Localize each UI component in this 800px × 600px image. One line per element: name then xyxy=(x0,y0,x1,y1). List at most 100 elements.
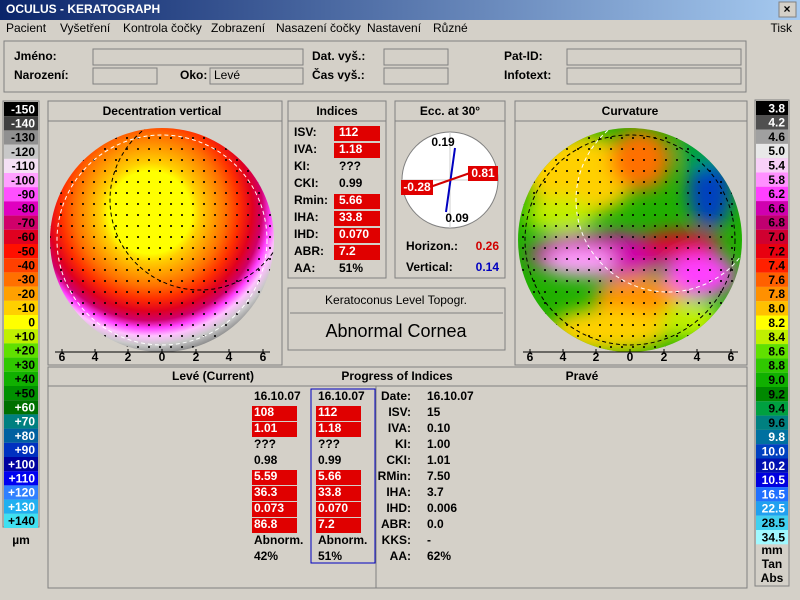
scale-label: 5.0 xyxy=(768,144,785,158)
index-flag xyxy=(252,502,297,517)
panel-title: Curvature xyxy=(602,104,659,118)
axis-label: 0 xyxy=(159,350,166,364)
scale-label: 7.6 xyxy=(768,273,785,287)
decentration-panel: Decentration vertical 6 4 2 0 2 4 6 xyxy=(47,100,283,366)
axis-label: 4 xyxy=(694,350,701,364)
scale-swatch xyxy=(4,258,38,273)
field[interactable] xyxy=(566,67,742,85)
scale-label: 8.8 xyxy=(768,359,785,373)
scale-label: -150 xyxy=(11,102,35,116)
scale-swatch xyxy=(4,201,38,216)
scale-swatch xyxy=(4,428,38,443)
field[interactable] xyxy=(383,67,449,85)
field[interactable] xyxy=(92,67,158,85)
scale-label: 6.8 xyxy=(768,216,785,230)
field[interactable] xyxy=(566,48,742,66)
scale-swatch xyxy=(4,215,38,230)
menu-item[interactable]: Tisk xyxy=(770,21,793,35)
scale-unit: µm xyxy=(12,533,30,547)
menu-item[interactable]: Různé xyxy=(433,21,468,35)
index-flag xyxy=(252,518,297,533)
menu-bar: Pacient Vyšetření Kontrola čočky Zobrazení N… xyxy=(6,21,468,35)
progress-value: 5.66 xyxy=(318,469,342,483)
current-frame xyxy=(310,388,376,564)
progress-label: ABR: xyxy=(381,517,411,531)
index-label: CKI: xyxy=(294,176,319,190)
index-flag xyxy=(252,486,297,501)
label: Dat. vyš.: xyxy=(312,49,365,63)
menu-item[interactable]: Zobrazení xyxy=(211,21,266,35)
scale-swatch xyxy=(756,530,788,545)
scale-label: +10 xyxy=(15,329,36,343)
scale-swatch xyxy=(4,499,38,514)
index-value: 33.8 xyxy=(339,210,363,224)
field[interactable] xyxy=(209,67,304,85)
scale-label: 5.4 xyxy=(768,159,785,173)
scale-swatch xyxy=(756,244,788,259)
index-label: ABR: xyxy=(294,244,324,258)
scale-label: 5.8 xyxy=(768,173,785,187)
scale-label: 10.2 xyxy=(762,459,786,473)
scale-swatch xyxy=(4,244,38,259)
progress-panel: Levé (Current) Progress of Indices Pravé… xyxy=(47,366,748,589)
index-flag xyxy=(252,470,297,485)
scale-swatch xyxy=(756,101,788,116)
index-label: AA: xyxy=(294,261,315,275)
scale-unit: Abs xyxy=(761,571,784,585)
scale-label: 9.6 xyxy=(768,416,785,430)
window-title: OCULUS - KERATOGRAPH xyxy=(6,2,160,16)
scale-swatch xyxy=(4,343,38,358)
panel-title: Ecc. at 30° xyxy=(420,104,480,118)
index-label: Rmin: xyxy=(294,193,328,207)
scale-label: -90 xyxy=(18,187,36,201)
label: Oko: xyxy=(180,68,207,82)
keratoconus-panel: Keratoconus Level Topogr. Abnormal Corne… xyxy=(287,287,506,351)
menu-item[interactable]: Vyšetření xyxy=(60,21,111,35)
scale-swatch xyxy=(756,301,788,316)
menu-item[interactable]: Nastavení xyxy=(367,21,422,35)
field[interactable] xyxy=(383,48,449,66)
progress-value: 15 xyxy=(427,405,441,419)
progress-value: 0.006 xyxy=(427,501,457,515)
scale-swatch xyxy=(756,501,788,516)
scale-swatch xyxy=(756,515,788,530)
scale-label: -130 xyxy=(11,131,35,145)
scale-swatch xyxy=(756,272,788,287)
menu-item[interactable]: Kontrola čočky xyxy=(123,21,202,35)
menu-item[interactable]: Pacient xyxy=(6,21,47,35)
scale-label: 8.4 xyxy=(768,330,785,344)
scale-label: +100 xyxy=(8,457,35,471)
ecc-box xyxy=(401,180,433,195)
index-value: 7.2 xyxy=(339,244,356,258)
close-button[interactable] xyxy=(778,1,797,18)
index-flag xyxy=(334,245,380,260)
scale-label: -100 xyxy=(11,173,35,187)
scale-label: +60 xyxy=(15,400,36,414)
scale-swatch xyxy=(4,286,38,301)
scale-label: 22.5 xyxy=(762,502,786,516)
field[interactable] xyxy=(92,48,304,66)
label: Pat-ID: xyxy=(504,49,543,63)
indices-panel: Indices ISV: 112 IVA: 1.18 KI: ??? CKI: 0.99 Rmi… xyxy=(287,100,387,279)
scale-swatch xyxy=(756,372,788,387)
scale-swatch xyxy=(4,485,38,500)
scale-label: 6.6 xyxy=(768,201,785,215)
menu-item[interactable]: Nasazení čočky xyxy=(276,21,361,35)
scale-swatch xyxy=(756,115,788,130)
height-map xyxy=(50,128,274,352)
close-icon[interactable]: × xyxy=(783,2,790,16)
index-value: 112 xyxy=(339,125,359,139)
panel-title: Keratoconus Level Topogr. xyxy=(325,293,467,307)
axis-label: 2 xyxy=(125,350,132,364)
scale-swatch xyxy=(4,442,38,457)
ecc-box xyxy=(468,166,498,181)
index-value: ??? xyxy=(339,159,361,173)
scale-swatch xyxy=(4,471,38,486)
scale-swatch xyxy=(4,315,38,330)
axis-label: 2 xyxy=(593,350,600,364)
progress-value: Abnorm. xyxy=(318,533,367,547)
progress-label: AA: xyxy=(390,549,411,563)
scale-label: 9.8 xyxy=(768,430,785,444)
scale-swatch xyxy=(4,457,38,472)
